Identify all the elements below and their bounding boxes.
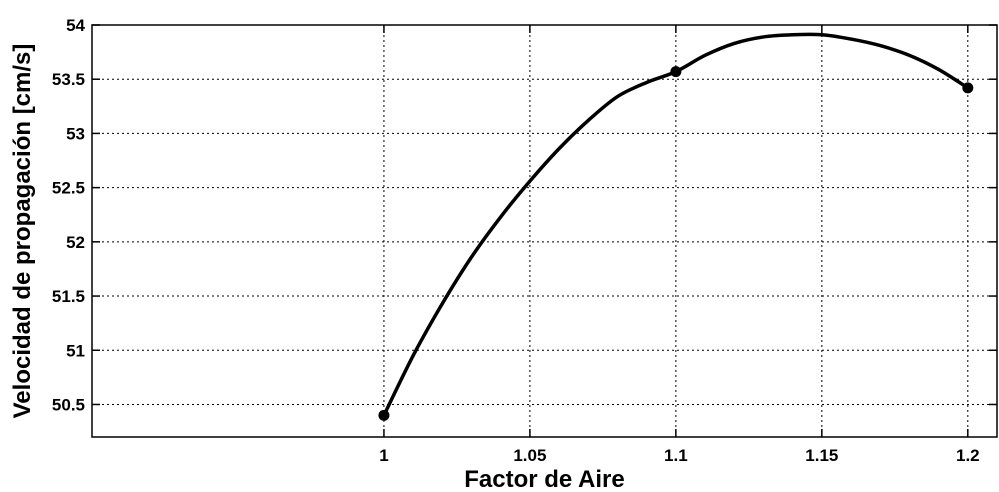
plot-area — [91, 24, 998, 438]
data-point-marker — [670, 66, 682, 78]
x-tick-label: 1.15 — [805, 446, 838, 465]
grid — [92, 24, 997, 437]
y-tick-label: 50.5 — [52, 395, 85, 414]
y-tick-label: 51.5 — [52, 287, 85, 306]
y-tick-label: 52.5 — [52, 179, 85, 198]
y-tick-label: 53 — [66, 124, 85, 143]
axis-ticks — [92, 24, 997, 437]
x-tick-label: 1.05 — [513, 446, 546, 465]
x-tick-label: 1 — [379, 446, 388, 465]
x-tick-label: 1.1 — [664, 446, 688, 465]
data-series — [378, 32, 974, 421]
y-tick-label: 51 — [66, 341, 85, 360]
y-tick-label: 54 — [66, 16, 85, 35]
y-tick-label: 52 — [66, 233, 85, 252]
x-axis-title: Factor de Aire — [464, 466, 625, 492]
axis-tick-labels: 1 1.05 1.1 1.15 1.2 50.5 51 51.5 52 52.5 53 53.5 54 — [52, 16, 980, 465]
data-point-marker — [962, 82, 974, 94]
y-tick-label: 53.5 — [52, 70, 85, 89]
x-tick-label: 1.2 — [956, 446, 980, 465]
data-point-marker — [378, 409, 390, 421]
y-axis-title: Velocidad de propagación [cm/s] — [9, 44, 36, 419]
